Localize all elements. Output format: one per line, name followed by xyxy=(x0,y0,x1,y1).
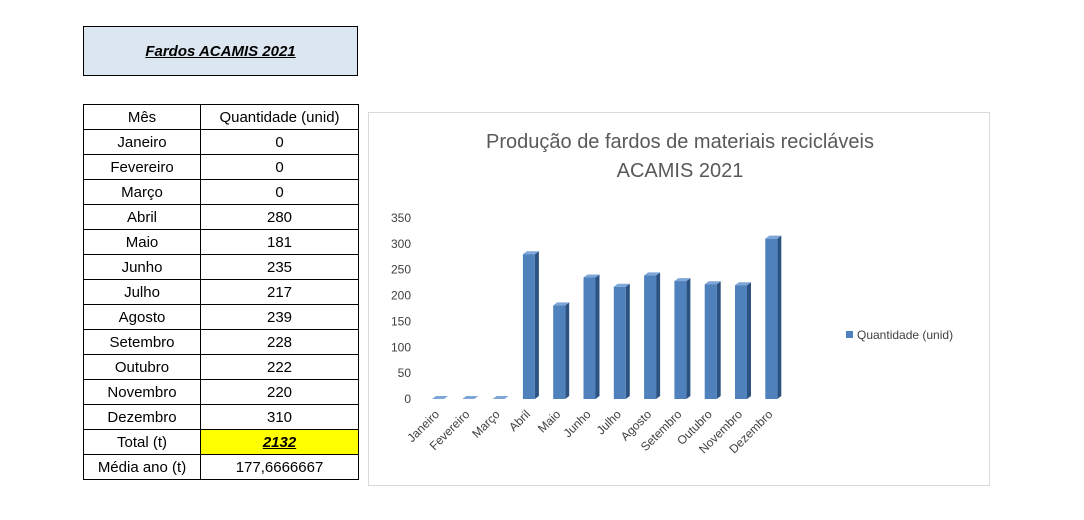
month-cell: Julho xyxy=(83,279,201,305)
average-row: Média ano (t) 177,6666667 xyxy=(83,454,359,480)
x-tick-label: Abril xyxy=(506,407,533,434)
sheet-title: Fardos ACAMIS 2021 xyxy=(145,42,296,60)
quantity-cell: 222 xyxy=(200,354,359,380)
quantity-cell: 310 xyxy=(200,404,359,430)
bar xyxy=(432,396,448,400)
bar xyxy=(462,396,479,400)
legend-label: Quantidade (unid) xyxy=(857,328,953,342)
data-table: Mês Quantidade (unid) Janeiro 0 Fevereiro 0… xyxy=(83,104,359,480)
x-tick-label: Março xyxy=(469,407,503,441)
average-value: 177,6666667 xyxy=(200,454,359,480)
quantity-cell: 0 xyxy=(200,129,359,155)
chart-title-line: ACAMIS 2021 xyxy=(617,160,744,182)
x-tick-label: Maio xyxy=(535,407,564,436)
table-row: Julho 217 xyxy=(83,279,359,305)
bar xyxy=(644,272,661,399)
total-value: 2132 xyxy=(200,429,359,455)
y-tick-label: 250 xyxy=(391,263,411,277)
y-tick-label: 50 xyxy=(398,366,412,380)
chart-area: Produção de fardos de materiais recicláv… xyxy=(368,112,990,486)
table-row: Junho 235 xyxy=(83,254,359,280)
bar xyxy=(674,278,691,399)
quantity-cell: 0 xyxy=(200,179,359,205)
average-label: Média ano (t) xyxy=(83,454,201,480)
x-tick-label: Junho xyxy=(561,407,594,440)
quantity-cell: 0 xyxy=(200,154,359,180)
table-row: Maio 181 xyxy=(83,229,359,255)
month-cell: Outubro xyxy=(83,354,201,380)
table-row: Janeiro 0 xyxy=(83,129,359,155)
quantity-cell: 220 xyxy=(200,379,359,405)
table-row: Outubro 222 xyxy=(83,354,359,380)
header-month: Mês xyxy=(83,104,201,130)
month-cell: Agosto xyxy=(83,304,201,330)
bar xyxy=(583,274,600,399)
table-row: Março 0 xyxy=(83,179,359,205)
month-cell: Abril xyxy=(83,204,201,230)
y-tick-label: 300 xyxy=(391,237,411,251)
bar xyxy=(613,283,630,399)
month-cell: Junho xyxy=(83,254,201,280)
month-cell: Março xyxy=(83,179,201,205)
y-tick-label: 200 xyxy=(391,289,411,303)
bar-chart: Produção de fardos de materiais recicláv… xyxy=(391,131,953,456)
table-row: Fevereiro 0 xyxy=(83,154,359,180)
table-header-row: Mês Quantidade (unid) xyxy=(83,104,359,130)
legend-swatch xyxy=(846,331,853,338)
total-label: Total (t) xyxy=(83,429,201,455)
y-tick-label: 100 xyxy=(391,340,411,354)
quantity-cell: 239 xyxy=(200,304,359,330)
header-quantity: Quantidade (unid) xyxy=(200,104,359,130)
table-row: Dezembro 310 xyxy=(83,404,359,430)
total-row: Total (t) 2132 xyxy=(83,429,359,455)
month-cell: Dezembro xyxy=(83,404,201,430)
sheet-title-box: Fardos ACAMIS 2021 xyxy=(83,26,358,76)
y-tick-label: 150 xyxy=(391,314,411,328)
month-cell: Maio xyxy=(83,229,201,255)
bar xyxy=(735,282,751,399)
y-tick-label: 0 xyxy=(404,392,411,406)
quantity-cell: 228 xyxy=(200,329,359,355)
quantity-cell: 280 xyxy=(200,204,359,230)
quantity-cell: 235 xyxy=(200,254,359,280)
bar xyxy=(704,281,721,399)
bar xyxy=(522,251,539,399)
month-cell: Fevereiro xyxy=(83,154,201,180)
month-cell: Novembro xyxy=(83,379,201,405)
quantity-cell: 181 xyxy=(200,229,359,255)
month-cell: Setembro xyxy=(83,329,201,355)
table-row: Setembro 228 xyxy=(83,329,359,355)
chart-title-line: Produção de fardos de materiais recicláv… xyxy=(486,131,874,153)
table-row: Agosto 239 xyxy=(83,304,359,330)
table-row: Novembro 220 xyxy=(83,379,359,405)
bar xyxy=(553,302,570,399)
quantity-cell: 217 xyxy=(200,279,359,305)
legend: Quantidade (unid) xyxy=(846,328,953,342)
bar xyxy=(492,396,509,400)
bar xyxy=(765,235,782,399)
month-cell: Janeiro xyxy=(83,129,201,155)
y-tick-label: 350 xyxy=(391,211,411,225)
table-row: Abril 280 xyxy=(83,204,359,230)
